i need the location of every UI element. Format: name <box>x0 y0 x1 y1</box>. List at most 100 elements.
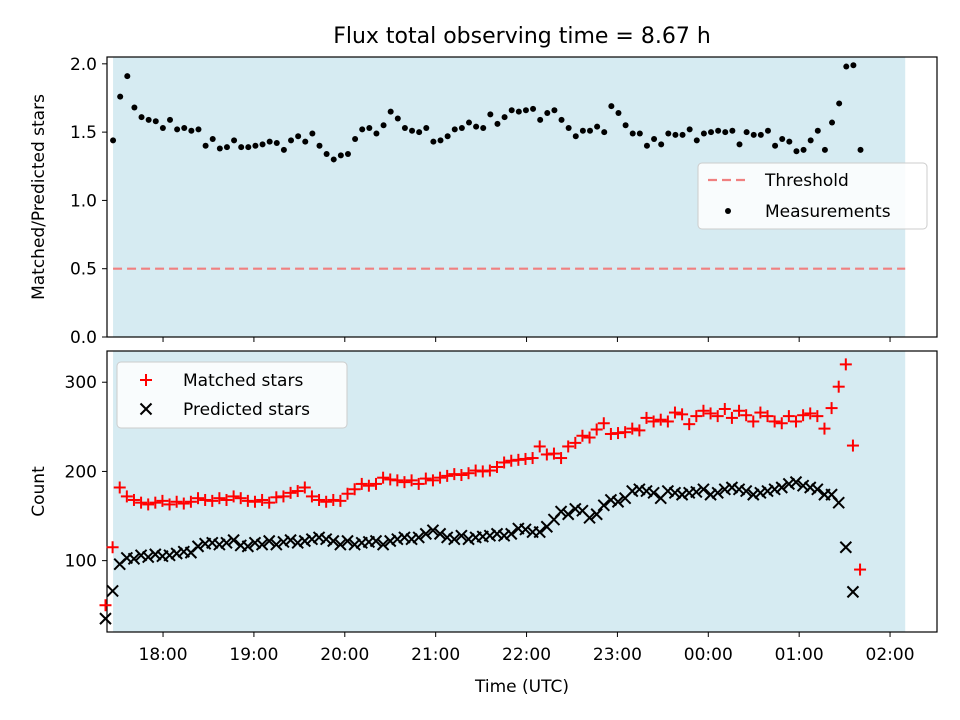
x-stroke-b <box>839 541 853 554</box>
measurement-point <box>444 133 451 140</box>
x-stroke-b <box>569 502 582 516</box>
predicted-star-point <box>811 483 824 496</box>
matched-star-point <box>498 456 511 469</box>
predicted-star-point <box>384 534 397 548</box>
matched-star-point <box>184 495 197 508</box>
matched-star-point <box>135 496 148 509</box>
matched-star-point <box>120 490 133 503</box>
x-stroke-b <box>327 534 340 548</box>
predicted-star-point <box>832 496 845 509</box>
measurement-point <box>259 141 266 148</box>
measurement-point <box>508 107 515 114</box>
measurement-point <box>829 119 836 126</box>
predicted-star-point <box>697 483 710 496</box>
x-stroke-b <box>825 488 838 501</box>
x-stroke-b <box>647 486 660 500</box>
predicted-star-point <box>633 483 646 496</box>
measurement-point <box>487 111 494 118</box>
predicted-star-point <box>690 485 703 499</box>
x-stroke-b <box>369 534 383 548</box>
measurement-point <box>209 135 216 142</box>
predicted-star-point <box>804 481 817 494</box>
matched-star-point <box>733 404 746 417</box>
predicted-star-point <box>626 484 639 498</box>
measurement-point <box>359 126 366 133</box>
measurement-point <box>686 126 693 133</box>
matched-star-point <box>348 483 361 496</box>
y-tick-label: 100 <box>65 552 97 572</box>
measurement-point <box>608 103 615 110</box>
predicted-star-point <box>583 511 596 525</box>
predicted-star-point <box>106 584 119 598</box>
x-stroke-b <box>341 534 354 548</box>
measurement-point <box>793 148 800 155</box>
matched-star-point <box>676 408 689 421</box>
measurement-point <box>124 73 131 80</box>
predicted-star-point <box>775 481 788 494</box>
measurement-point <box>231 137 238 144</box>
x-tick-label: 18:00 <box>139 645 188 665</box>
matched-star-point <box>683 418 696 431</box>
predicted-star-point <box>497 529 511 542</box>
x-stroke-b <box>206 536 219 550</box>
matched-star-point <box>362 479 375 492</box>
predicted-star-point <box>213 538 226 551</box>
measurement-point <box>480 125 487 132</box>
matched-star-point <box>213 492 226 505</box>
measurement-point <box>202 142 209 149</box>
matched-star-point <box>377 471 390 484</box>
x-stroke-b <box>483 529 497 542</box>
measurement-point <box>615 110 622 116</box>
y-tick-label: 200 <box>65 462 97 482</box>
x-stroke-b <box>490 527 504 541</box>
matched-star-point <box>256 493 269 506</box>
predicted-star-point <box>747 488 760 501</box>
measurement-point <box>188 127 195 134</box>
x-stroke-b <box>220 536 233 550</box>
matched-star-point <box>797 409 810 422</box>
predicted-star-point <box>191 540 205 553</box>
measurement-point <box>159 125 166 132</box>
measurement-point <box>223 144 230 151</box>
y-tick-label: 2.0 <box>70 55 97 75</box>
measurement-point <box>266 138 273 145</box>
matched-star-point <box>163 498 176 511</box>
matched-star-point <box>106 541 119 554</box>
x-stroke-b <box>376 538 390 551</box>
predicted-star-point <box>398 531 411 544</box>
predicted-star-point <box>149 548 162 561</box>
y-tick-label: 0.0 <box>70 328 97 348</box>
matched-star-point <box>754 406 767 419</box>
matched-star-point <box>725 411 738 424</box>
x-stroke-b <box>398 531 411 544</box>
x-stroke-b <box>141 550 155 564</box>
measurement-point <box>181 125 188 132</box>
x-stroke-b <box>163 549 176 562</box>
x-stroke-b <box>127 552 141 566</box>
matched-star-point <box>313 493 326 506</box>
x-stroke-b <box>391 533 404 546</box>
measurement-point <box>501 114 508 121</box>
x-stroke-b <box>270 538 283 551</box>
measurement-point <box>316 142 323 149</box>
legend-matched-label: Matched stars <box>183 371 303 391</box>
predicted-star-point <box>732 483 746 496</box>
measurement-point <box>736 141 743 148</box>
predicted-star-point <box>376 538 390 551</box>
x-tick-label: 19:00 <box>229 645 278 665</box>
x-stroke-b <box>789 475 803 489</box>
x-stroke-b <box>291 536 304 550</box>
x-stroke-b <box>106 584 119 598</box>
x-stroke-b <box>213 538 226 551</box>
matched-star-point <box>768 415 781 428</box>
x-stroke-b <box>191 540 205 553</box>
measurement-point <box>174 126 181 133</box>
matched-star-point <box>846 439 859 452</box>
measurement-point <box>145 116 152 123</box>
matched-star-point <box>177 497 190 510</box>
x-stroke-b <box>298 534 312 548</box>
x-stroke-b <box>661 484 675 498</box>
measurement-point <box>401 125 408 132</box>
predicted-star-point <box>255 538 269 551</box>
matched-star-point <box>206 494 219 507</box>
